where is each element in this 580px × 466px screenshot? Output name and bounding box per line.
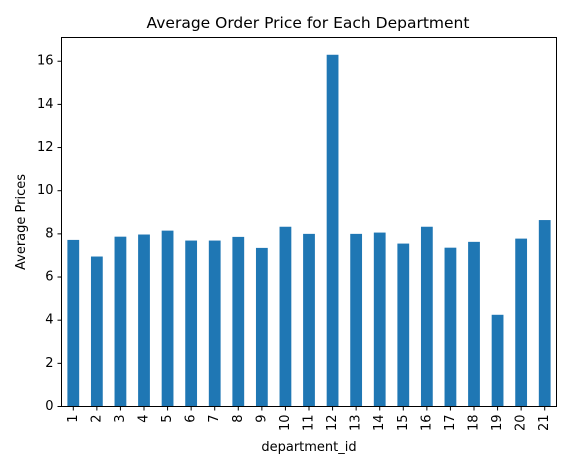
x-tick-label: 4: [137, 415, 152, 423]
x-tick-label: 21: [537, 415, 552, 432]
bar-7: [208, 240, 221, 407]
y-tick-label: 4: [45, 313, 53, 328]
x-tick-label: 14: [372, 415, 387, 432]
x-tick-label: 2: [89, 415, 104, 423]
y-tick-label: 14: [37, 97, 54, 112]
y-tick-label: 2: [45, 356, 53, 371]
bar-9: [255, 247, 268, 407]
bar-6: [185, 240, 198, 407]
x-tick-label: 19: [490, 415, 505, 432]
y-tick-label: 8: [45, 226, 53, 241]
y-tick-label: 10: [37, 183, 54, 198]
x-tick-label: 17: [443, 415, 458, 432]
y-tick-label: 12: [37, 140, 54, 155]
x-tick-label: 7: [207, 415, 222, 423]
x-axis-ticks: 1 2 3 4 5 6 7 8 9 10 11 12 13 14 15 16 17 18 19 20 21: [66, 406, 552, 432]
bar-17: [444, 247, 457, 407]
bar-13: [350, 233, 363, 407]
y-tick-label: 16: [37, 54, 54, 69]
bar-11: [303, 233, 315, 407]
x-tick-label: 3: [113, 415, 128, 423]
bar-16: [420, 226, 433, 407]
bar-12: [326, 54, 339, 407]
x-tick-label: 18: [467, 415, 482, 432]
plot-frame: [61, 37, 557, 407]
bar-18: [468, 241, 480, 407]
x-tick-label: 10: [278, 415, 293, 432]
x-tick-label: 6: [184, 415, 199, 423]
bar-8: [232, 236, 245, 407]
bar-2: [90, 256, 103, 407]
x-tick-label: 1: [66, 415, 81, 423]
x-tick-label: 12: [325, 415, 340, 432]
x-axis-title: department_id: [261, 440, 356, 455]
bar-10: [279, 226, 292, 407]
x-tick-label: 11: [302, 415, 317, 432]
x-tick-label: 8: [231, 415, 246, 423]
bar-20: [515, 238, 528, 407]
y-axis-title: Average Prices: [14, 174, 29, 270]
bar-1: [67, 239, 80, 407]
chart-title: Average Order Price for Each Department: [147, 14, 470, 32]
x-tick-label: 20: [514, 415, 529, 432]
x-tick-label: 5: [160, 415, 175, 423]
x-tick-label: 16: [419, 415, 434, 432]
bar-14: [373, 232, 386, 407]
bar-3: [114, 236, 127, 407]
bar-21: [538, 220, 551, 407]
bar-5: [161, 230, 174, 407]
y-tick-label: 0: [45, 399, 53, 414]
y-tick-label: 6: [45, 270, 53, 285]
bars-group: [67, 54, 551, 407]
x-tick-label: 9: [254, 415, 269, 423]
bar-19: [491, 314, 504, 407]
x-tick-label: 15: [396, 415, 411, 432]
x-tick-label: 13: [349, 415, 364, 432]
bar-4: [138, 234, 150, 407]
bar-15: [397, 243, 410, 407]
y-axis-ticks: 0 2 4 6 8 10 12 14 16: [37, 54, 62, 414]
